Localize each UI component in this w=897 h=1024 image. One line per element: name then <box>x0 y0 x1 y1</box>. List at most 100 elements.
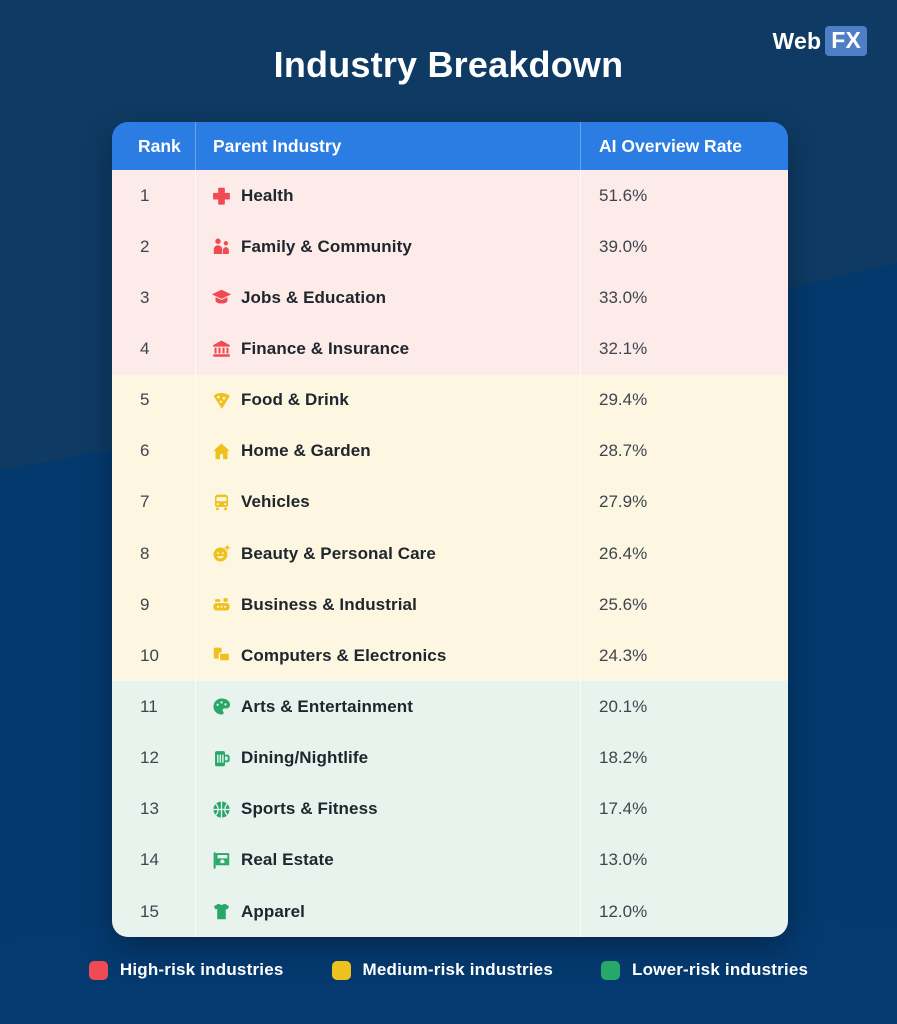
table-row-arts-entertainment: 11 Arts & Entertainment 20.1% <box>112 681 788 733</box>
table-row-real-estate: 14 Real Estate 13.0% <box>112 834 788 886</box>
smiley-sparkle-icon <box>210 543 232 565</box>
industry-label: Computers & Electronics <box>241 645 447 665</box>
table-row-jobs-education: 3 Jobs & Education 33.0% <box>112 272 788 324</box>
rate-value: 20.1% <box>599 696 648 716</box>
table-row-computers-electronics: 10 Computers & Electronics 24.3% <box>112 630 788 682</box>
rank-value: 9 <box>140 594 150 614</box>
rank-cell: 7 <box>112 477 195 528</box>
industry-label: Sports & Fitness <box>241 799 378 819</box>
rate-cell: 28.7% <box>580 425 788 477</box>
industry-table: Rank Parent Industry AI Overview Rate 1 … <box>112 122 788 937</box>
industry-cell: Arts & Entertainment <box>195 681 580 733</box>
rate-value: 28.7% <box>599 441 648 461</box>
industry-cell: Beauty & Personal Care <box>195 527 580 580</box>
bank-icon <box>210 338 232 360</box>
industry-label: Food & Drink <box>241 390 349 410</box>
table-row-dining-nightlife: 12 Dining/Nightlife 18.2% <box>112 732 788 784</box>
industry-cell: Sports & Fitness <box>195 783 580 835</box>
rate-cell: 26.4% <box>580 527 788 580</box>
rate-cell: 32.1% <box>580 323 788 375</box>
rate-value: 29.4% <box>599 390 648 410</box>
industry-cell: Health <box>195 170 580 222</box>
rate-value: 51.6% <box>599 185 648 205</box>
table-row-health: 1 Health 51.6% <box>112 170 788 222</box>
devices-icon <box>210 645 232 667</box>
rank-value: 12 <box>140 748 159 768</box>
industry-label: Home & Garden <box>241 441 371 461</box>
rate-value: 27.9% <box>599 492 648 512</box>
rate-cell: 39.0% <box>580 221 788 273</box>
rank-value: 8 <box>140 543 150 563</box>
page-title: Industry Breakdown <box>273 44 624 85</box>
industry-cell: Jobs & Education <box>195 272 580 324</box>
table-row-food-drink: 5 Food & Drink 29.4% <box>112 374 788 426</box>
family-icon <box>210 236 232 258</box>
rate-value: 24.3% <box>599 645 648 665</box>
header-ai-overview-rate: AI Overview Rate <box>580 122 788 170</box>
rank-cell: 14 <box>112 835 195 886</box>
industry-cell: Food & Drink <box>195 374 580 426</box>
table-body: 1 Health 51.6% 2 Family & Community 39.0… <box>112 170 788 937</box>
industry-cell: Computers & Electronics <box>195 630 580 682</box>
rate-cell: 27.9% <box>580 476 788 528</box>
industry-cell: Family & Community <box>195 221 580 273</box>
rank-cell: 9 <box>112 579 195 630</box>
legend-label: Lower-risk industries <box>632 960 809 979</box>
rank-value: 3 <box>140 287 150 307</box>
industry-label: Family & Community <box>241 236 412 256</box>
rank-cell: 15 <box>112 886 195 937</box>
rank-cell: 6 <box>112 426 195 477</box>
car-icon <box>210 491 232 513</box>
industry-cell: Finance & Insurance <box>195 323 580 375</box>
palette-icon <box>210 696 232 718</box>
rate-value: 18.2% <box>599 748 648 768</box>
industry-label: Jobs & Education <box>241 287 387 307</box>
table-row-vehicles: 7 Vehicles 27.9% <box>112 476 788 528</box>
rate-cell: 13.0% <box>580 834 788 886</box>
industry-label: Beauty & Personal Care <box>241 543 436 563</box>
table-row-home-garden: 6 Home & Garden 28.7% <box>112 425 788 477</box>
rate-value: 17.4% <box>599 799 648 819</box>
graduation-cap-icon <box>210 287 232 309</box>
rate-cell: 25.6% <box>580 579 788 631</box>
rank-cell: 13 <box>112 784 195 835</box>
rank-value: 11 <box>140 696 158 716</box>
rate-cell: 24.3% <box>580 630 788 682</box>
rate-value: 26.4% <box>599 543 648 563</box>
beer-mug-icon <box>210 747 232 769</box>
legend-item-low-risk: Lower-risk industries <box>601 960 808 980</box>
rank-value: 5 <box>140 390 150 410</box>
table-row-business-industrial: 9 Business & Industrial 25.6% <box>112 579 788 631</box>
industry-label: Finance & Insurance <box>241 338 410 358</box>
webfx-logo-web-text: Web <box>772 27 822 54</box>
industry-cell: Business & Industrial <box>195 579 580 631</box>
rate-cell: 33.0% <box>580 272 788 324</box>
industry-label: Health <box>241 185 294 205</box>
industry-cell: Vehicles <box>195 476 580 528</box>
house-icon <box>210 440 232 462</box>
rate-cell: 51.6% <box>580 170 788 222</box>
rate-cell: 18.2% <box>580 732 788 784</box>
rate-value: 33.0% <box>599 287 648 307</box>
legend-item-high-risk: High-risk industries <box>88 960 284 980</box>
industry-cell: Home & Garden <box>195 425 580 477</box>
table-row-finance-insurance: 4 Finance & Insurance 32.1% <box>112 323 788 375</box>
rank-value: 6 <box>140 441 150 461</box>
rank-value: 2 <box>140 236 150 256</box>
industry-label: Apparel <box>241 901 305 921</box>
rank-cell: 1 <box>112 170 195 221</box>
pizza-icon <box>210 389 232 411</box>
factory-machine-icon <box>210 594 232 616</box>
rank-cell: 2 <box>112 221 195 272</box>
header-rank: Rank <box>138 135 181 156</box>
rank-cell: 8 <box>112 528 195 579</box>
rank-cell: 3 <box>112 272 195 323</box>
rate-value: 25.6% <box>599 594 648 614</box>
rank-value: 4 <box>140 338 150 358</box>
industry-label: Real Estate <box>241 850 334 870</box>
real-estate-sign-icon <box>210 849 232 871</box>
legend-item-medium-risk: Medium-risk industries <box>331 960 554 980</box>
header-parent-industry: Parent Industry <box>195 122 580 170</box>
industry-label: Business & Industrial <box>241 594 417 614</box>
health-cross-icon <box>210 185 232 207</box>
